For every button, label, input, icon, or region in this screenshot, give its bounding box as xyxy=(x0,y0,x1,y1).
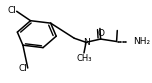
Text: O: O xyxy=(98,29,105,38)
Text: Cl: Cl xyxy=(18,64,27,73)
Text: N: N xyxy=(83,38,89,47)
Text: CH₃: CH₃ xyxy=(76,54,92,63)
Text: Cl: Cl xyxy=(7,6,16,15)
Text: NH₂: NH₂ xyxy=(133,37,150,46)
